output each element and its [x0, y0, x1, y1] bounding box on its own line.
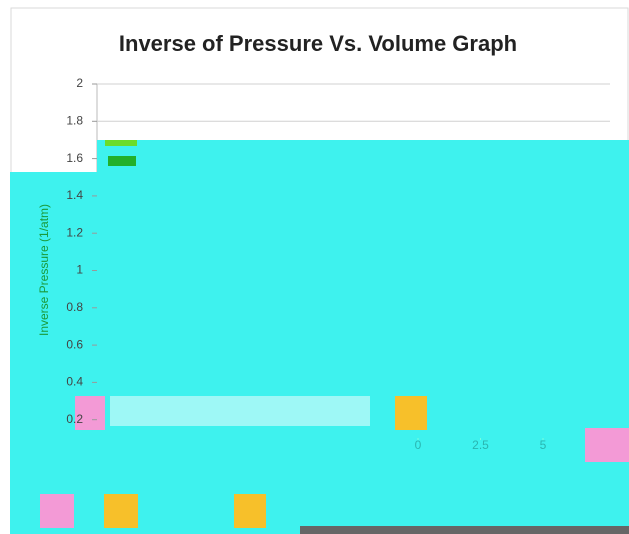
x-tick-label: 0: [415, 438, 422, 452]
y-tick-label: 1: [76, 263, 83, 277]
x-tick-label: 5: [540, 438, 547, 452]
artifact: [300, 526, 629, 534]
x-tick-label: 2.5: [472, 438, 489, 452]
artifact: [585, 428, 629, 462]
artifact: [105, 140, 137, 146]
y-tick-label: 0.4: [66, 375, 83, 389]
artifact: [234, 494, 266, 528]
y-tick-label: 1.8: [66, 113, 83, 127]
y-tick-label: 0.2: [66, 412, 83, 426]
artifact: [104, 494, 138, 528]
y-tick-label: 0.8: [66, 300, 83, 314]
overlay: [10, 140, 629, 534]
y-tick-label: 1.2: [66, 225, 83, 239]
chart: Inverse of Pressure Vs. Volume Graph Inv…: [0, 0, 629, 534]
artifact: [108, 156, 136, 166]
artifact: [110, 396, 370, 426]
y-axis-label: Inverse Pressure (1/atm): [37, 204, 51, 336]
y-tick-label: 1.6: [66, 151, 83, 165]
y-tick-label: 2: [76, 76, 83, 90]
chart-title: Inverse of Pressure Vs. Volume Graph: [119, 31, 517, 56]
y-tick-label: 1.4: [66, 188, 83, 202]
artifact: [395, 396, 427, 430]
artifact: [40, 494, 74, 528]
y-tick-label: 0.6: [66, 337, 83, 351]
